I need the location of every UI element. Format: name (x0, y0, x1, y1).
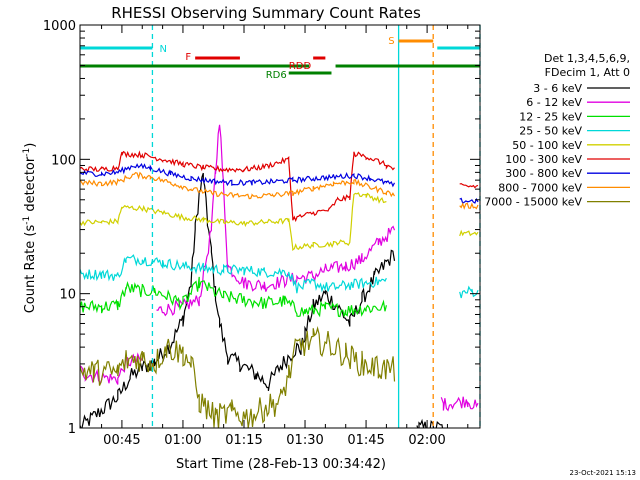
legend-label: 6 - 12 keV (526, 96, 582, 109)
series-line-12-25-kev (80, 276, 387, 318)
series-line-25-50-kev (80, 254, 479, 299)
y-axis-label: Count Rate (s-1 detector-1) (22, 143, 38, 314)
x-tick-label: 01:30 (286, 433, 323, 448)
legend-header-line-1: Det 1,3,4,5,6,9, (544, 52, 630, 65)
plot-frame (79, 24, 481, 429)
legend-label: 300 - 800 keV (505, 167, 582, 180)
legend-label: 7000 - 15000 keV (484, 196, 582, 209)
legend-label: 25 - 50 keV (519, 125, 582, 138)
flag-label-rd6: RD6 (266, 70, 287, 81)
legend-header-line-2: FDecim 1, Att 0 (545, 66, 630, 79)
x-tick-label: 00:45 (103, 433, 140, 448)
flag-label-f: F (185, 52, 191, 63)
series-line-7000-15000-kev (80, 325, 396, 428)
series-group (80, 124, 479, 428)
series-line-100-300-kev (80, 150, 479, 223)
y-tick-label: 100 (51, 153, 76, 168)
x-tick-label: 01:45 (347, 433, 384, 448)
series-line-50-100-kev (80, 192, 479, 251)
timestamp: 23-Oct-2021 15:13 (570, 469, 636, 477)
chart-title: RHESSI Observing Summary Count Rates (111, 4, 421, 22)
legend-label: 3 - 6 keV (533, 82, 582, 95)
series-line-800-7000-kev (80, 171, 479, 210)
series-line-3-6-kev (80, 172, 444, 428)
flag-label-n: N (160, 44, 167, 55)
series-line-6-12-kev (80, 124, 479, 412)
flag-label-rdd: RDD (289, 61, 312, 72)
y-tick-label: 10 (59, 288, 76, 303)
legend-label: 800 - 7000 keV (498, 181, 582, 194)
x-tick-label: 02:00 (408, 433, 445, 448)
y-tick-label: 1000 (43, 19, 76, 34)
legend-label: 50 - 100 keV (512, 139, 582, 152)
legend-label: 12 - 25 keV (519, 110, 582, 123)
x-axis-label: Start Time (28-Feb-13 00:34:42) (176, 457, 386, 472)
x-tick-label: 01:15 (225, 433, 262, 448)
y-tick-label: 1 (68, 422, 76, 437)
flag-label-s: S (388, 36, 394, 47)
legend-label: 100 - 300 keV (505, 153, 582, 166)
legend: Det 1,3,4,5,6,9, FDecim 1, Att 0 3 - 6 k… (484, 52, 630, 209)
series-line-300-800-kev (80, 163, 479, 204)
x-tick-label: 01:00 (164, 433, 201, 448)
